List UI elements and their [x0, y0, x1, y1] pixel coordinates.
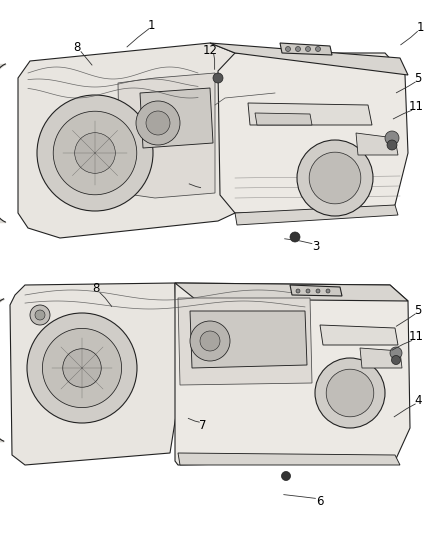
Circle shape — [200, 331, 220, 351]
Circle shape — [297, 140, 373, 216]
Text: 5: 5 — [415, 304, 422, 317]
Polygon shape — [235, 205, 398, 225]
Circle shape — [42, 328, 122, 408]
Polygon shape — [178, 298, 312, 385]
Circle shape — [326, 369, 374, 417]
Text: 11: 11 — [409, 100, 424, 113]
Text: 4: 4 — [414, 394, 422, 407]
Text: 3: 3 — [312, 240, 319, 253]
Text: 11: 11 — [409, 330, 424, 343]
Circle shape — [37, 95, 153, 211]
Polygon shape — [190, 311, 307, 368]
Circle shape — [385, 131, 399, 145]
Circle shape — [190, 321, 230, 361]
Text: 6: 6 — [316, 495, 324, 507]
Circle shape — [53, 111, 137, 195]
Text: 7: 7 — [198, 419, 206, 432]
Polygon shape — [175, 283, 410, 465]
Circle shape — [305, 46, 311, 52]
Circle shape — [306, 289, 310, 293]
Text: 5: 5 — [415, 72, 422, 85]
Circle shape — [75, 133, 115, 173]
Text: 8: 8 — [73, 42, 80, 54]
Circle shape — [387, 140, 397, 150]
Text: 1: 1 — [417, 21, 424, 34]
Circle shape — [35, 310, 45, 320]
Polygon shape — [280, 43, 332, 55]
Circle shape — [326, 289, 330, 293]
Polygon shape — [175, 283, 408, 301]
Polygon shape — [360, 348, 402, 368]
Text: 12: 12 — [203, 44, 218, 57]
Circle shape — [316, 289, 320, 293]
Polygon shape — [218, 53, 408, 213]
Polygon shape — [248, 103, 372, 125]
Circle shape — [315, 46, 321, 52]
Circle shape — [282, 472, 290, 481]
Text: 1: 1 — [147, 19, 155, 31]
Circle shape — [315, 358, 385, 428]
Circle shape — [63, 349, 101, 387]
Polygon shape — [178, 453, 400, 465]
Text: 7: 7 — [200, 184, 208, 197]
Circle shape — [27, 313, 137, 423]
Circle shape — [286, 46, 290, 52]
Circle shape — [296, 46, 300, 52]
Circle shape — [136, 101, 180, 145]
Circle shape — [290, 232, 300, 242]
Text: 8: 8 — [92, 282, 99, 295]
Polygon shape — [255, 113, 312, 125]
Circle shape — [390, 347, 402, 359]
Polygon shape — [356, 133, 398, 155]
Polygon shape — [118, 73, 215, 198]
Circle shape — [146, 111, 170, 135]
Polygon shape — [18, 43, 235, 238]
Polygon shape — [210, 43, 408, 75]
Polygon shape — [140, 88, 213, 148]
Circle shape — [309, 152, 361, 204]
Circle shape — [30, 305, 50, 325]
Circle shape — [392, 356, 400, 365]
Polygon shape — [290, 285, 342, 296]
Circle shape — [296, 289, 300, 293]
Polygon shape — [10, 283, 178, 465]
Circle shape — [213, 73, 223, 83]
Polygon shape — [320, 325, 398, 345]
